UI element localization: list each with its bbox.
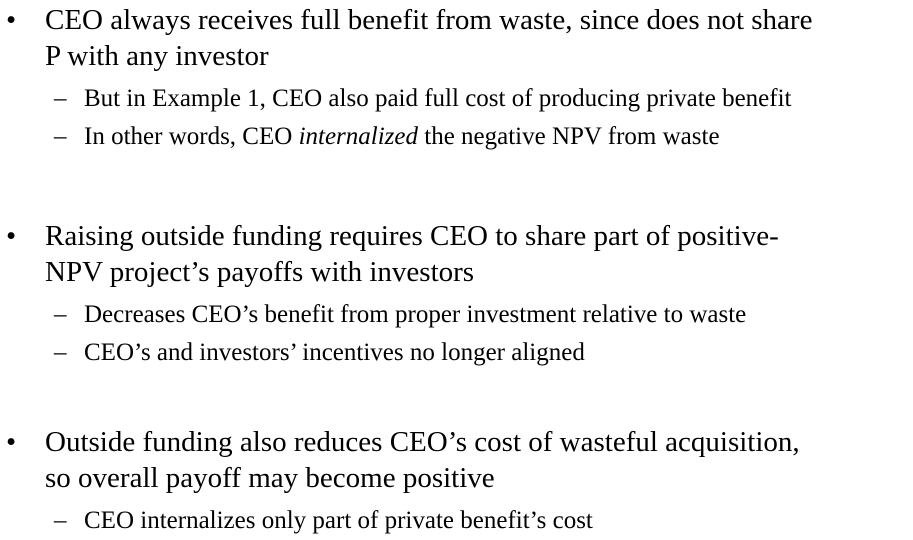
sub-point-1-2: – In other words, CEO internalized the n…	[0, 118, 913, 156]
bullet-dot-icon: •	[6, 426, 17, 458]
sub-point-text: Decreases CEO’s benefit from proper inve…	[84, 301, 747, 328]
sub-point-text-italic: internalized	[298, 123, 418, 150]
dash-icon: –	[54, 339, 67, 366]
sub-point-3-1: – CEO internalizes only part of private …	[0, 502, 913, 540]
sub-point-1-1: – But in Example 1, CEO also paid full c…	[0, 80, 913, 118]
bullet-block-2: • Raising outside funding requires CEO t…	[0, 218, 913, 372]
bullet-block-3: • Outside funding also reduces CEO’s cos…	[0, 424, 913, 540]
main-point-3-line-2: so overall payoff may become positive	[45, 462, 495, 494]
bullet-block-1: • CEO always receives full benefit from …	[0, 2, 913, 156]
sub-list-3: – CEO internalizes only part of private …	[0, 502, 913, 540]
main-point-1-line-2: P with any investor	[45, 40, 269, 72]
dash-icon: –	[54, 301, 67, 328]
sub-point-text-before: In other words, CEO	[84, 123, 299, 150]
sub-list-2: – Decreases CEO’s benefit from proper in…	[0, 296, 913, 372]
dash-icon: –	[54, 507, 67, 534]
sub-point-text: CEO internalizes only part of private be…	[84, 507, 593, 534]
sub-point-text: CEO’s and investors’ incentives no longe…	[84, 339, 585, 366]
sub-point-2-1: – Decreases CEO’s benefit from proper in…	[0, 296, 913, 334]
main-point-2-line-1: Raising outside funding requires CEO to …	[45, 220, 779, 252]
main-point-3: • Outside funding also reduces CEO’s cos…	[0, 424, 913, 496]
dash-icon: –	[54, 123, 67, 150]
bullet-dot-icon: •	[6, 4, 17, 36]
sub-point-2-2: – CEO’s and investors’ incentives no lon…	[0, 334, 913, 372]
main-point-1-line-1: CEO always receives full benefit from wa…	[45, 4, 813, 36]
bullet-dot-icon: •	[6, 220, 17, 252]
sub-point-text: But in Example 1, CEO also paid full cos…	[84, 85, 792, 112]
dash-icon: –	[54, 85, 67, 112]
main-point-1: • CEO always receives full benefit from …	[0, 2, 913, 74]
main-point-3-line-1: Outside funding also reduces CEO’s cost …	[45, 426, 800, 458]
sub-point-text-after: the negative NPV from waste	[418, 123, 720, 150]
main-point-2-line-2: NPV project’s payoffs with investors	[45, 256, 475, 288]
sub-list-1: – But in Example 1, CEO also paid full c…	[0, 80, 913, 156]
main-point-2: • Raising outside funding requires CEO t…	[0, 218, 913, 290]
